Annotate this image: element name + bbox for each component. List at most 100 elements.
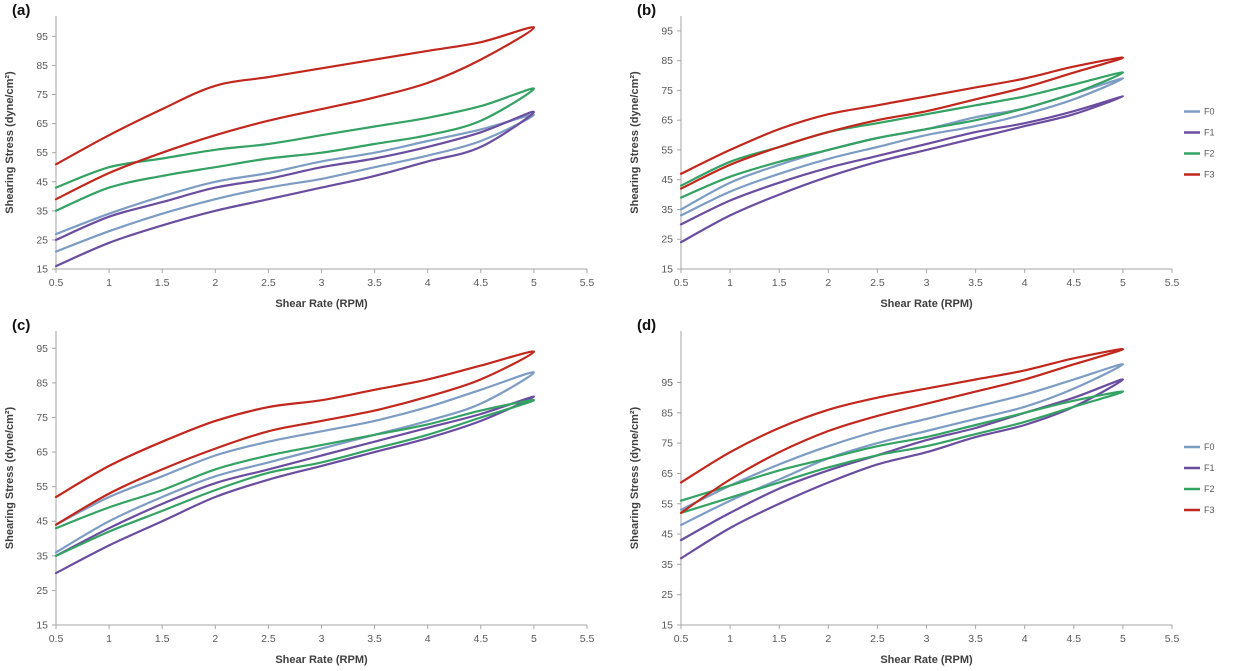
svg-text:95: 95: [661, 25, 673, 37]
svg-text:75: 75: [661, 438, 673, 450]
svg-text:F3: F3: [1204, 170, 1215, 180]
svg-text:25: 25: [661, 234, 673, 246]
svg-text:2: 2: [212, 633, 218, 645]
svg-text:25: 25: [661, 589, 673, 601]
svg-text:5.5: 5.5: [580, 633, 595, 645]
svg-text:3.5: 3.5: [367, 277, 382, 289]
svg-text:45: 45: [661, 174, 673, 186]
panel-label-b: (b): [637, 2, 657, 19]
svg-text:F3: F3: [1204, 505, 1215, 515]
svg-text:3.5: 3.5: [968, 633, 983, 645]
svg-text:1.5: 1.5: [155, 633, 170, 645]
svg-text:F2: F2: [1204, 149, 1215, 159]
svg-text:75: 75: [661, 85, 673, 97]
svg-text:65: 65: [661, 115, 673, 127]
svg-text:1: 1: [106, 633, 112, 645]
svg-text:2: 2: [212, 277, 218, 289]
chart-c: 15 25 35 45 55 65 75 85 95 0.5 1 1.5 2 2.5 3 3.5 4 4.5 5 5.…: [4, 331, 595, 666]
svg-text:3: 3: [924, 633, 930, 645]
svg-text:35: 35: [36, 550, 48, 562]
svg-text:5: 5: [1120, 277, 1126, 289]
chart-panel-b: (b) 15 25 35 45 55 65 75 85 95 0.5 1 1.5 2 2.5 3 3.5 4 4.…: [625, 0, 1250, 315]
svg-text:1: 1: [106, 277, 112, 289]
svg-text:5: 5: [531, 277, 537, 289]
svg-text:35: 35: [661, 559, 673, 571]
svg-text:55: 55: [661, 144, 673, 156]
svg-text:55: 55: [661, 498, 673, 510]
svg-text:15: 15: [36, 620, 48, 632]
svg-text:4.5: 4.5: [473, 633, 488, 645]
svg-text:1: 1: [727, 633, 733, 645]
panel-label-c: (c): [12, 317, 31, 334]
svg-text:Shearing Stress (dyne/cm²): Shearing Stress (dyne/cm²): [629, 71, 641, 214]
chart-b: 15 25 35 45 55 65 75 85 95 0.5 1 1.5 2 2.5 3 3.5 4 4.5 5 5.…: [629, 16, 1215, 310]
svg-text:95: 95: [36, 343, 48, 355]
svg-text:5: 5: [1120, 633, 1126, 645]
svg-text:85: 85: [36, 60, 48, 72]
svg-text:F2: F2: [1204, 484, 1215, 494]
svg-text:25: 25: [36, 234, 48, 246]
chart-panel-a: (a) 15 25 35 45 55 65 75 85 95 0.5 1 1.5 2 2.5 3 3.5 4 4.…: [0, 0, 625, 315]
svg-text:95: 95: [36, 31, 48, 43]
svg-text:0.5: 0.5: [49, 633, 64, 645]
svg-text:0.5: 0.5: [674, 633, 689, 645]
svg-text:1.5: 1.5: [155, 277, 170, 289]
chart-a: 15 25 35 45 55 65 75 85 95 0.5 1 1.5 2 2.5 3 3.5 4 4.5 5 5.…: [4, 16, 595, 310]
panel-label-a: (a): [12, 2, 31, 19]
svg-text:55: 55: [36, 481, 48, 493]
svg-text:45: 45: [36, 176, 48, 188]
svg-text:F0: F0: [1204, 107, 1215, 117]
svg-text:2: 2: [825, 277, 831, 289]
svg-text:2.5: 2.5: [261, 277, 276, 289]
svg-text:3.5: 3.5: [367, 633, 382, 645]
svg-text:0.5: 0.5: [674, 277, 689, 289]
svg-text:75: 75: [36, 89, 48, 101]
svg-text:F1: F1: [1204, 128, 1215, 138]
svg-text:3: 3: [319, 633, 325, 645]
svg-text:35: 35: [661, 204, 673, 216]
svg-text:3: 3: [924, 277, 930, 289]
svg-text:5.5: 5.5: [1165, 633, 1180, 645]
chart-d: 15 25 35 45 55 65 75 85 95 0.5 1 1.5 2 2.5 3 3.5 4 4.5 5 5.…: [629, 331, 1215, 666]
svg-text:5: 5: [531, 633, 537, 645]
svg-text:2.5: 2.5: [870, 277, 885, 289]
svg-text:Shear Rate (RPM): Shear Rate (RPM): [880, 298, 973, 310]
svg-text:5.5: 5.5: [1165, 277, 1180, 289]
svg-text:4: 4: [425, 277, 431, 289]
svg-text:5.5: 5.5: [580, 277, 595, 289]
chart-panel-d: (d) 15 25 35 45 55 65 75 85 95 0.5 1 1.5 2 2.5 3 3.5 4 4.…: [625, 315, 1250, 671]
svg-text:3: 3: [319, 277, 325, 289]
svg-text:45: 45: [36, 516, 48, 528]
svg-text:65: 65: [36, 118, 48, 130]
svg-text:85: 85: [36, 377, 48, 389]
svg-text:3.5: 3.5: [968, 277, 983, 289]
svg-text:65: 65: [36, 447, 48, 459]
svg-text:4: 4: [1022, 277, 1028, 289]
chart-panel-c: (c) 15 25 35 45 55 65 75 85 95 0.5 1 1.5 2 2.5 3 3.5 4 4.…: [0, 315, 625, 671]
svg-text:4.5: 4.5: [473, 277, 488, 289]
svg-text:Shear Rate (RPM): Shear Rate (RPM): [275, 654, 368, 666]
svg-text:1.5: 1.5: [772, 633, 787, 645]
svg-text:75: 75: [36, 412, 48, 424]
svg-text:85: 85: [661, 407, 673, 419]
svg-text:Shearing Stress (dyne/cm²): Shearing Stress (dyne/cm²): [4, 71, 16, 214]
svg-text:0.5: 0.5: [49, 277, 64, 289]
svg-text:25: 25: [36, 585, 48, 597]
svg-text:4.5: 4.5: [1066, 277, 1081, 289]
svg-text:Shear Rate (RPM): Shear Rate (RPM): [275, 298, 368, 310]
svg-text:45: 45: [661, 529, 673, 541]
panel-label-d: (d): [637, 317, 657, 334]
svg-text:4.5: 4.5: [1066, 633, 1081, 645]
svg-text:4: 4: [1022, 633, 1028, 645]
svg-text:Shearing Stress (dyne/cm²): Shearing Stress (dyne/cm²): [629, 406, 641, 549]
svg-text:2: 2: [825, 633, 831, 645]
svg-text:F0: F0: [1204, 442, 1215, 452]
svg-text:15: 15: [661, 620, 673, 632]
svg-text:15: 15: [36, 264, 48, 276]
svg-text:55: 55: [36, 147, 48, 159]
svg-text:4: 4: [425, 633, 431, 645]
svg-text:95: 95: [661, 377, 673, 389]
svg-text:65: 65: [661, 468, 673, 480]
svg-text:1.5: 1.5: [772, 277, 787, 289]
